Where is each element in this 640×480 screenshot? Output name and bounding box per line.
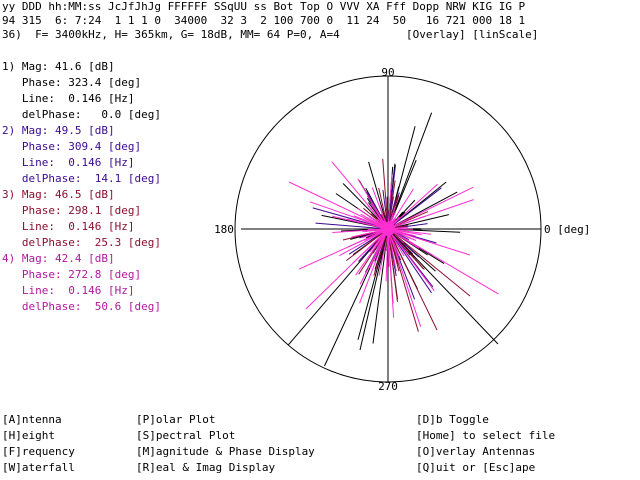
phase-ray bbox=[387, 228, 397, 272]
antenna-4-phase: Phase: 272.8 [deg] bbox=[2, 268, 142, 281]
phase-ray bbox=[382, 158, 389, 230]
phase-ray-long bbox=[387, 228, 438, 331]
phase-ray-long bbox=[359, 228, 389, 351]
phase-ray bbox=[387, 199, 474, 230]
phase-ray bbox=[305, 228, 389, 310]
polar-label-180: 180 bbox=[214, 223, 234, 236]
header-params: 36) F= 3400kHz, H= 365km, G= 18dB, MM= 6… bbox=[2, 28, 539, 41]
antenna-1-line: Line: 0.146 [Hz] bbox=[2, 92, 135, 105]
phase-ray bbox=[387, 228, 422, 327]
antenna-4-delphase: delPhase: 50.6 [deg] bbox=[2, 300, 161, 313]
phase-ray bbox=[368, 161, 389, 230]
menu-overlay-antennas[interactable]: [O]verlay Antennas bbox=[416, 445, 536, 458]
antenna-2-phase: Phase: 309.4 [deg] bbox=[2, 140, 142, 153]
antenna-1-mag: 1) Mag: 41.6 [dB] bbox=[2, 60, 115, 73]
phase-ray bbox=[387, 112, 433, 230]
header-values: 94 315 6: 7:24 1 1 1 0 34000 32 3 2 100 … bbox=[2, 14, 526, 27]
phase-ray bbox=[387, 228, 435, 291]
phase-ray bbox=[387, 187, 442, 230]
phase-ray bbox=[387, 186, 474, 230]
antenna-2-line: Line: 0.146 [Hz] bbox=[2, 156, 135, 169]
phase-ray bbox=[357, 178, 389, 230]
antenna-3-delphase: delPhase: 25.3 [deg] bbox=[2, 236, 161, 249]
phase-ray bbox=[387, 228, 471, 256]
antenna-3-phase: Phase: 298.1 [deg] bbox=[2, 204, 142, 217]
antenna-4-line: Line: 0.146 [Hz] bbox=[2, 284, 135, 297]
antenna-3-mag: 3) Mag: 46.5 [dB] bbox=[2, 188, 115, 201]
phase-ray bbox=[387, 228, 432, 294]
phase-ray bbox=[387, 174, 393, 230]
menu-frequency[interactable]: [F]requency bbox=[2, 445, 75, 458]
antenna-1-delphase: delPhase: 0.0 [deg] bbox=[2, 108, 161, 121]
phase-ray bbox=[315, 222, 389, 230]
antenna-4-mag: 4) Mag: 42.4 [dB] bbox=[2, 252, 115, 265]
phase-ray bbox=[373, 228, 389, 276]
phase-ray bbox=[385, 228, 389, 282]
phase-ray bbox=[387, 228, 419, 332]
phase-rays bbox=[288, 112, 499, 367]
menu-mag-phase-display[interactable]: [M]agnitude & Phase Display bbox=[136, 445, 315, 458]
phase-ray bbox=[378, 187, 389, 230]
menu-waterfall[interactable]: [W]aterfall bbox=[2, 461, 75, 474]
menu-polar-plot[interactable]: [P]olar Plot bbox=[136, 413, 216, 426]
polar-label-90: 90 bbox=[381, 66, 394, 79]
antenna-1-phase: Phase: 323.4 [deg] bbox=[2, 76, 142, 89]
phase-ray bbox=[359, 228, 389, 304]
antenna-2-delphase: delPhase: 14.1 [deg] bbox=[2, 172, 161, 185]
phase-ray bbox=[288, 228, 389, 346]
phase-ray bbox=[331, 161, 389, 230]
menu-select-file[interactable]: [Home] to select file bbox=[416, 429, 556, 442]
phase-ray-long bbox=[387, 228, 499, 345]
antenna-2-mag: 2) Mag: 49.5 [dB] bbox=[2, 124, 115, 137]
polar-label-0: 0 [deg] bbox=[544, 223, 590, 236]
phase-ray bbox=[387, 228, 395, 318]
menu-real-imag-display[interactable]: [R]eal & Imag Display bbox=[136, 461, 276, 474]
menu-spectral-plot[interactable]: [S]pectral Plot bbox=[136, 429, 236, 442]
phase-ray-long bbox=[288, 181, 389, 230]
polar-label-270: 270 bbox=[378, 380, 398, 393]
phase-ray bbox=[387, 228, 398, 302]
phase-ray bbox=[387, 183, 438, 230]
menu-antenna[interactable]: [A]ntenna bbox=[2, 413, 62, 426]
menu-db-toggle[interactable]: [D]b Toggle bbox=[416, 413, 489, 426]
phase-ray bbox=[331, 215, 389, 230]
header-columns: yy DDD hh:MM:ss JcJfJhJg FFFFFF SSqUU ss… bbox=[2, 0, 526, 13]
phase-ray bbox=[387, 180, 396, 230]
menu-height[interactable]: [H]eight bbox=[2, 429, 55, 442]
phase-cluster-center bbox=[381, 222, 395, 236]
phase-ray-long bbox=[387, 228, 471, 297]
antenna-3-line: Line: 0.146 [Hz] bbox=[2, 220, 135, 233]
menu-quit[interactable]: [Q]uit or [Esc]ape bbox=[416, 461, 536, 474]
